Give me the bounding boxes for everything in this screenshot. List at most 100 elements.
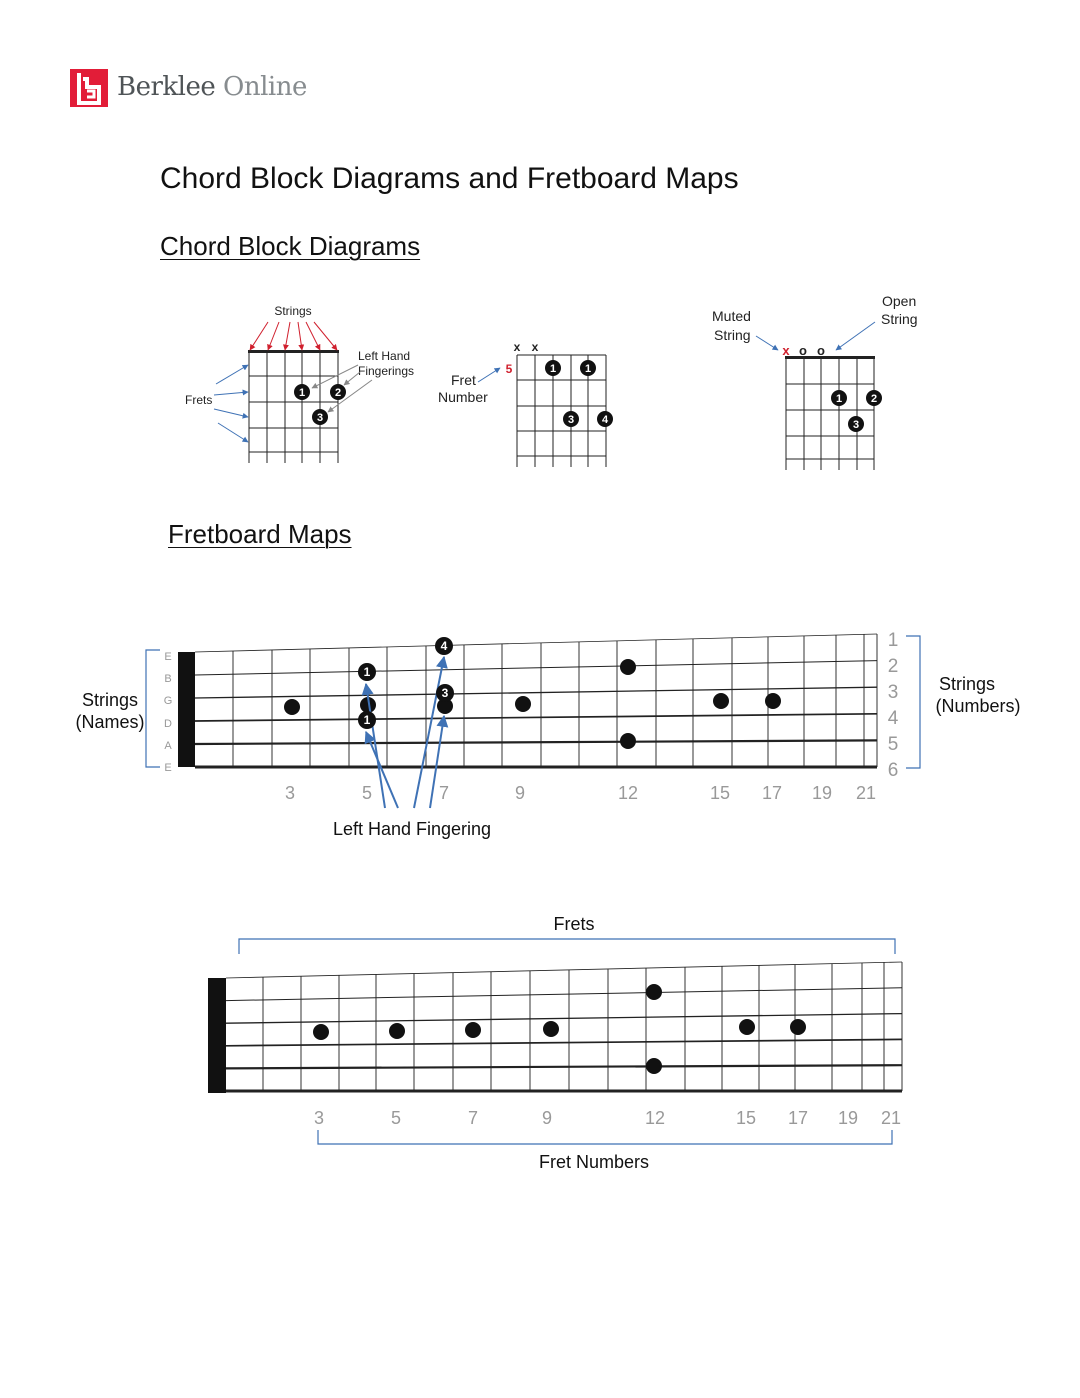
fret-number: 12 bbox=[645, 1108, 665, 1128]
strings-numbers-label-line2: (Numbers) bbox=[935, 696, 1020, 716]
svg-text:4: 4 bbox=[441, 639, 448, 653]
string-lines bbox=[194, 633, 878, 769]
finger-dot: 1 bbox=[831, 390, 847, 406]
fret-number: 7 bbox=[468, 1108, 478, 1128]
open-mark: o bbox=[799, 343, 807, 358]
string-numbers: 1 2 3 4 5 6 bbox=[888, 630, 899, 781]
position-marker bbox=[284, 699, 300, 715]
svg-text:3: 3 bbox=[442, 686, 449, 700]
muted-mark: x bbox=[782, 343, 790, 358]
brand-wordmark: Berklee Online bbox=[117, 72, 307, 102]
fret-numbers: 3 5 7 9 12 15 17 19 21 bbox=[285, 783, 876, 803]
open-label-line2: String bbox=[881, 311, 918, 327]
finger-dot: 3 bbox=[848, 416, 864, 432]
string-name: E bbox=[164, 651, 171, 663]
frets-arrows bbox=[213, 364, 249, 443]
string-name: D bbox=[164, 718, 172, 730]
string-line bbox=[194, 633, 878, 653]
position-marker bbox=[515, 696, 531, 712]
position-marker bbox=[713, 693, 729, 709]
fret-number: 3 bbox=[314, 1108, 324, 1128]
svg-text:1: 1 bbox=[299, 387, 305, 399]
finger-dot: 1 bbox=[358, 663, 376, 681]
muted-arrow bbox=[755, 335, 779, 351]
finger-dot: 4 bbox=[435, 637, 453, 655]
position-marker bbox=[313, 1024, 329, 1040]
fingerings-arrows bbox=[311, 364, 373, 413]
frets-label: Frets bbox=[553, 914, 594, 934]
position-marker bbox=[465, 1022, 481, 1038]
open-mark: o bbox=[817, 343, 825, 358]
fret-number: 17 bbox=[788, 1108, 808, 1128]
svg-text:3: 3 bbox=[568, 414, 574, 426]
fret-number-label-line2: Number bbox=[438, 389, 488, 405]
berklee-logo-mark bbox=[70, 69, 108, 107]
frets-bracket bbox=[238, 938, 896, 954]
chord-block-heading: Chord Block Diagrams bbox=[160, 231, 421, 261]
string-name: G bbox=[164, 695, 173, 707]
brand-name-part2: Online bbox=[223, 72, 307, 102]
nut bbox=[178, 652, 195, 767]
fingerings-label-line1: Left Hand bbox=[358, 349, 410, 363]
svg-text:1: 1 bbox=[550, 363, 556, 375]
position-marker bbox=[765, 693, 781, 709]
finger-dot: 2 bbox=[330, 384, 346, 400]
fret-lines bbox=[262, 962, 903, 1091]
chord-diagram-2: x x 5 Fret Number 1 1 3 4 bbox=[438, 340, 613, 467]
fret-numbers-bracket bbox=[317, 1130, 893, 1145]
position-marker bbox=[389, 1023, 405, 1039]
svg-text:3: 3 bbox=[317, 412, 323, 424]
string-name: A bbox=[164, 740, 172, 752]
string-line bbox=[194, 686, 878, 699]
position-marker bbox=[620, 733, 636, 749]
open-arrow bbox=[835, 321, 876, 351]
finger-dot: 3 bbox=[436, 684, 454, 702]
strings-names-label-line2: (Names) bbox=[75, 712, 144, 732]
brand-name-part1: Berklee bbox=[117, 72, 216, 102]
position-marker bbox=[437, 698, 453, 714]
svg-text:3: 3 bbox=[853, 419, 859, 431]
fret-numbers-label: Fret Numbers bbox=[539, 1152, 649, 1172]
position-marker bbox=[646, 984, 662, 1000]
finger-dot: 1 bbox=[545, 360, 561, 376]
strings-numbers-label-line1: Strings bbox=[939, 674, 995, 694]
finger-dot: 1 bbox=[580, 360, 596, 376]
string-name: E bbox=[164, 762, 171, 774]
fret-numbers: 3 5 7 9 12 15 17 19 21 bbox=[314, 1108, 901, 1128]
fret-number: 19 bbox=[812, 783, 832, 803]
svg-text:1: 1 bbox=[585, 363, 591, 375]
string-line bbox=[225, 1064, 903, 1070]
fret-number: 17 bbox=[762, 783, 782, 803]
string-numbers-bracket bbox=[906, 635, 921, 769]
svg-text:2: 2 bbox=[335, 387, 341, 399]
fretboard-map-2: Frets 3 5 7 9 12 15 17 19 21 Fret Number… bbox=[208, 914, 903, 1172]
fingering-arrows bbox=[361, 655, 449, 809]
string-number: 2 bbox=[888, 656, 899, 677]
fingering-label: Left Hand Fingering bbox=[333, 819, 491, 839]
open-label-line1: Open bbox=[882, 293, 916, 309]
string-name: B bbox=[164, 673, 171, 685]
finger-dot: 1 bbox=[294, 384, 310, 400]
svg-text:1: 1 bbox=[836, 393, 842, 405]
fingerings-label-line2: Fingerings bbox=[358, 364, 414, 378]
svg-text:1: 1 bbox=[364, 665, 371, 679]
string-line bbox=[194, 660, 878, 676]
string-names-bracket bbox=[145, 649, 160, 768]
string-names: E B G D A E bbox=[164, 651, 173, 774]
string-line bbox=[225, 961, 903, 979]
position-marker bbox=[360, 697, 376, 713]
position-markers bbox=[284, 659, 781, 749]
strings-label: Strings bbox=[274, 304, 311, 318]
fret-number: 21 bbox=[856, 783, 876, 803]
muted-label-line2: String bbox=[714, 327, 751, 343]
fret-number: 12 bbox=[618, 783, 638, 803]
position-marker bbox=[620, 659, 636, 675]
position-marker bbox=[646, 1058, 662, 1074]
fret-number: 9 bbox=[515, 783, 525, 803]
svg-text:2: 2 bbox=[871, 393, 877, 405]
fret-number-label-line1: Fret bbox=[451, 372, 476, 388]
position-markers bbox=[313, 984, 806, 1074]
muted-mark: x bbox=[532, 340, 539, 354]
position-marker bbox=[790, 1019, 806, 1035]
